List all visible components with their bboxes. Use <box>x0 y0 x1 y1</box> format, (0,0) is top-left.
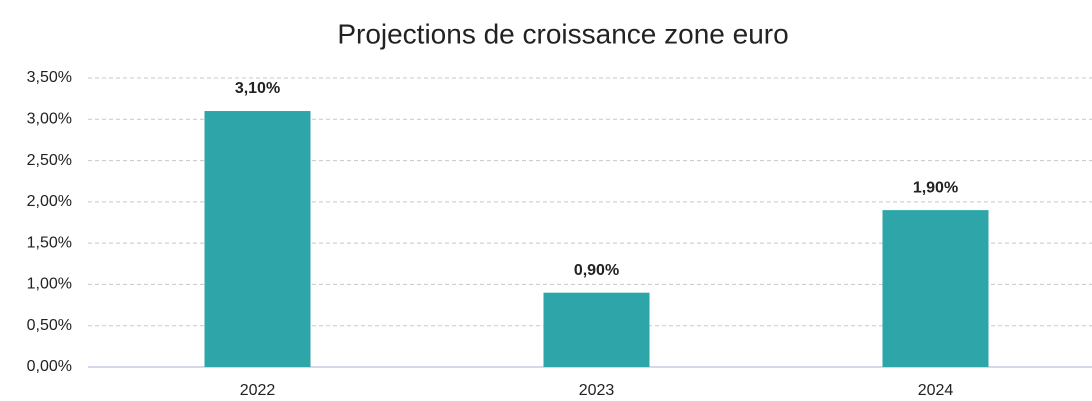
y-tick-label: 2,50% <box>27 152 72 169</box>
x-tick-label: 2022 <box>240 382 276 399</box>
y-tick-label: 3,00% <box>27 111 72 128</box>
value-label: 0,90% <box>574 262 619 279</box>
y-tick-label: 3,50% <box>27 69 72 86</box>
value-label: 3,10% <box>235 80 280 97</box>
y-tick-label: 1,00% <box>27 276 72 293</box>
bar <box>882 210 989 367</box>
bar <box>204 111 311 368</box>
y-tick-label: 0,00% <box>27 358 72 375</box>
x-tick-label: 2024 <box>918 382 954 399</box>
bar <box>543 292 650 367</box>
y-tick-label: 0,50% <box>27 317 72 334</box>
x-tick-label: 2023 <box>579 382 615 399</box>
y-tick-label: 2,00% <box>27 193 72 210</box>
chart-title: Projections de croissance zone euro <box>337 18 788 49</box>
value-label: 1,90% <box>913 179 958 196</box>
y-tick-label: 1,50% <box>27 234 72 251</box>
